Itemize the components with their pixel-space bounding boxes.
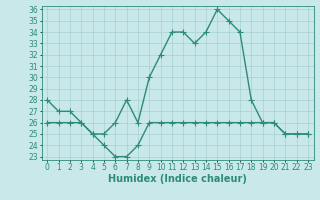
X-axis label: Humidex (Indice chaleur): Humidex (Indice chaleur) bbox=[108, 174, 247, 184]
